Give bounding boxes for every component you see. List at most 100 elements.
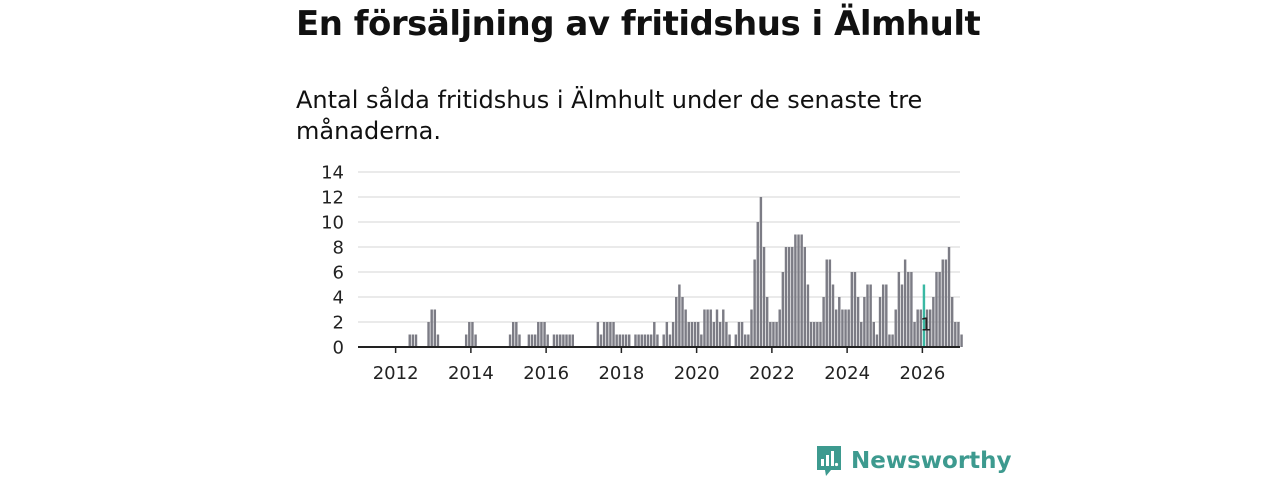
bar xyxy=(696,322,700,347)
bar xyxy=(703,309,706,347)
bar xyxy=(596,322,600,347)
bar xyxy=(756,222,759,347)
bar xyxy=(615,334,618,347)
bar xyxy=(693,322,697,347)
bar xyxy=(775,322,778,347)
bar xyxy=(621,334,625,347)
bar xyxy=(894,309,897,347)
bar xyxy=(800,234,803,347)
bar xyxy=(819,322,822,347)
bar xyxy=(944,259,948,347)
bar xyxy=(872,322,875,347)
bar xyxy=(552,334,556,347)
bar xyxy=(565,334,568,347)
bar xyxy=(606,322,609,347)
bar xyxy=(954,322,957,347)
bar xyxy=(634,334,637,347)
bar xyxy=(624,334,628,347)
bar xyxy=(900,284,904,347)
bar xyxy=(791,247,794,347)
bar xyxy=(562,334,565,347)
bar xyxy=(860,322,863,347)
y-tick-label: 0 xyxy=(333,338,344,359)
bar xyxy=(919,309,923,347)
bar xyxy=(750,309,753,347)
bar xyxy=(816,322,819,347)
bar xyxy=(847,309,850,347)
bar xyxy=(947,247,951,347)
bar xyxy=(806,284,810,347)
bar xyxy=(797,234,800,347)
bar xyxy=(515,322,518,347)
bar xyxy=(878,297,882,347)
bar xyxy=(787,247,791,347)
y-tick-label: 8 xyxy=(333,238,344,259)
bar xyxy=(910,272,913,347)
bar xyxy=(734,334,738,347)
bar xyxy=(715,309,719,347)
bar xyxy=(653,322,656,347)
bar xyxy=(740,322,744,347)
y-tick-label: 4 xyxy=(333,288,344,309)
bar xyxy=(527,334,531,347)
bar xyxy=(678,284,681,347)
x-tick-label: 2020 xyxy=(674,363,720,384)
newsworthy-logo-icon xyxy=(817,446,841,476)
bar xyxy=(747,334,750,347)
bar xyxy=(913,322,916,347)
bar xyxy=(671,322,675,347)
bar-chart: 0 2 4 6 8 10 12 14 2012 2014 2016 2018 2020 2022 2024… xyxy=(321,163,963,384)
bar xyxy=(433,309,437,347)
bars xyxy=(408,197,963,347)
bar xyxy=(706,309,709,347)
bar xyxy=(643,334,647,347)
bar xyxy=(511,322,515,347)
bar xyxy=(869,284,872,347)
bar xyxy=(684,309,687,347)
bar xyxy=(759,197,763,347)
bar xyxy=(609,322,612,347)
bar xyxy=(543,322,546,347)
bar xyxy=(769,322,772,347)
bar xyxy=(712,322,716,347)
bar xyxy=(474,334,477,347)
bar xyxy=(850,272,854,347)
bar xyxy=(530,334,534,347)
y-tick-label: 10 xyxy=(321,213,344,234)
chart-title: En försäljning av fritidshus i Älmhult xyxy=(296,4,981,44)
bar xyxy=(618,334,622,347)
bar xyxy=(687,322,691,347)
bar xyxy=(546,334,549,347)
x-tick-label: 2018 xyxy=(598,363,644,384)
bar xyxy=(744,334,747,347)
bar xyxy=(957,322,960,347)
bar xyxy=(709,309,712,347)
bar xyxy=(803,247,807,347)
x-tick-label: 2016 xyxy=(523,363,569,384)
bar xyxy=(427,322,430,347)
bar xyxy=(891,334,894,347)
bar xyxy=(950,297,954,347)
bar xyxy=(844,309,847,347)
bar xyxy=(668,334,672,347)
bar xyxy=(881,284,885,347)
bar xyxy=(809,322,813,347)
y-tick-label: 12 xyxy=(321,188,344,209)
bar xyxy=(778,309,781,347)
x-tick-label: 2024 xyxy=(824,363,870,384)
bar xyxy=(866,284,869,347)
bar xyxy=(794,234,797,347)
bar xyxy=(722,309,725,347)
bar xyxy=(627,334,631,347)
bar xyxy=(471,322,474,347)
bar xyxy=(662,334,665,347)
bar xyxy=(784,247,788,347)
bar xyxy=(897,272,901,347)
bar xyxy=(665,322,669,347)
bar xyxy=(822,297,825,347)
bar xyxy=(888,334,891,347)
bar xyxy=(656,334,659,347)
bar xyxy=(559,334,562,347)
x-tick-label: 2012 xyxy=(373,363,419,384)
bar xyxy=(508,334,512,347)
